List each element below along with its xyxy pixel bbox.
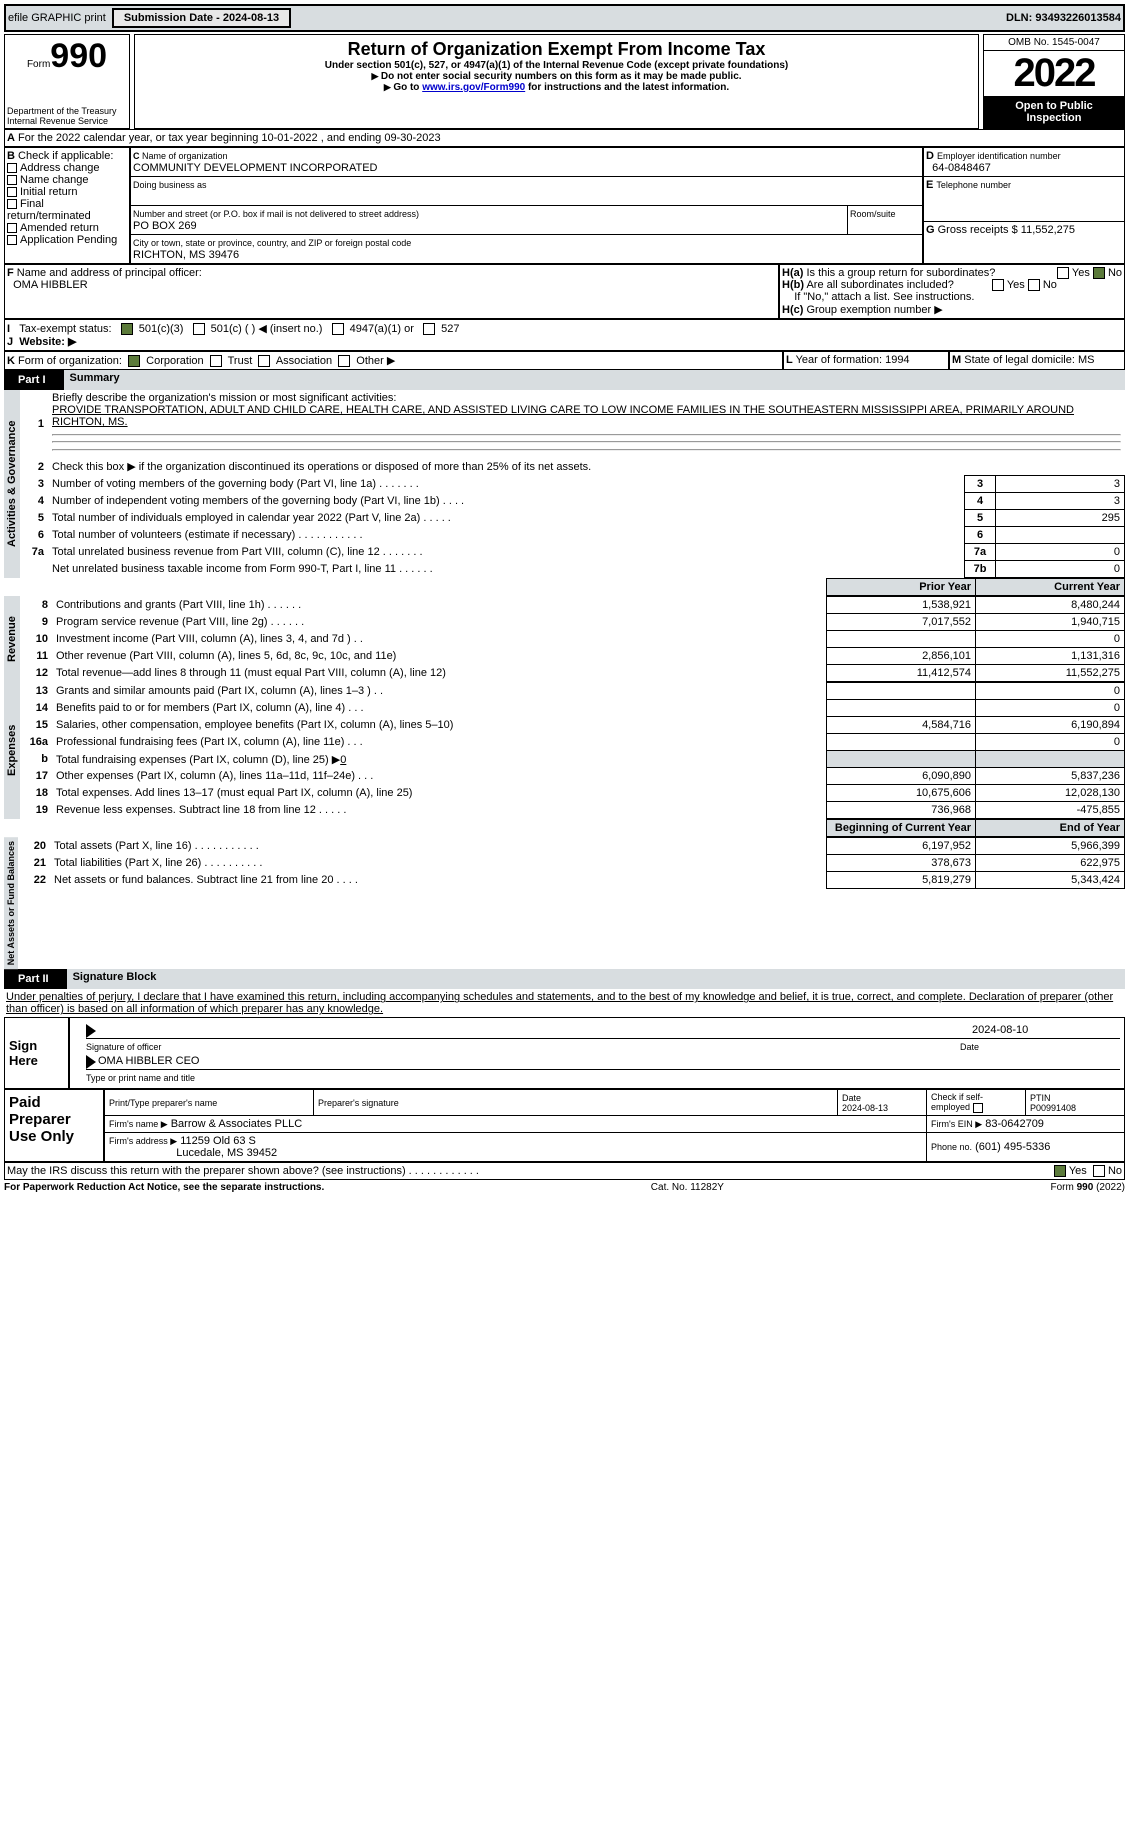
- ptin: P00991408: [1030, 1103, 1076, 1113]
- form-header: Form990 Department of the Treasury Inter…: [4, 34, 1125, 129]
- firm-phone: (601) 495-5336: [975, 1141, 1050, 1153]
- firm-addr: 11259 Old 63 S: [180, 1135, 256, 1147]
- section-k-l-m: K Form of organization: Corporation Trus…: [4, 351, 1125, 370]
- form-title: Return of Organization Exempt From Incom…: [139, 39, 974, 60]
- ein: 64-0848467: [932, 162, 991, 174]
- print-button[interactable]: Submission Date - 2024-08-13: [112, 8, 291, 28]
- sig-date: 2024-08-10: [972, 1024, 1028, 1036]
- part1-header: Part I Summary: [4, 370, 1125, 390]
- form-ref: Form 990 (2022): [1051, 1182, 1125, 1193]
- year-formation: 1994: [885, 354, 909, 366]
- side-revenue: Revenue: [4, 596, 20, 682]
- section-f-h: F Name and address of principal officer:…: [4, 264, 1125, 319]
- ha-no-check: [1093, 267, 1105, 279]
- top-toolbar: efile GRAPHIC print Submission Date - 20…: [4, 4, 1125, 32]
- part1-revenue: Revenue 8Contributions and grants (Part …: [4, 596, 1125, 682]
- note-ssn: Do not enter social security numbers on …: [139, 71, 974, 82]
- i-501c3-check: [121, 323, 133, 335]
- line-a: A For the 2022 calendar year, or tax yea…: [4, 129, 1125, 147]
- opt-name[interactable]: Name change: [20, 174, 89, 186]
- gross-receipts: 11,552,275: [1021, 224, 1075, 236]
- form-subtitle: Under section 501(c), 527, or 4947(a)(1)…: [139, 60, 974, 71]
- mission: PROVIDE TRANSPORTATION, ADULT AND CHILD …: [52, 404, 1074, 428]
- firm-ein: 83-0642709: [985, 1118, 1044, 1130]
- part1-expenses: Expenses 13Grants and similar amounts pa…: [4, 682, 1125, 819]
- officer-name: OMA HIBBLER: [13, 279, 88, 291]
- note-link: Go to www.irs.gov/Form990 for instructio…: [139, 82, 974, 93]
- org-name: COMMUNITY DEVELOPMENT INCORPORATED: [133, 162, 377, 174]
- opt-initial[interactable]: Initial return: [20, 186, 77, 198]
- side-activities: Activities & Governance: [4, 390, 20, 578]
- irs-label: Internal Revenue Service: [7, 116, 127, 126]
- state-domicile: MS: [1078, 354, 1095, 366]
- sig-name: OMA HIBBLER CEO: [98, 1055, 199, 1067]
- opt-address[interactable]: Address change: [20, 162, 100, 174]
- part1-net: Net Assets or Fund Balances 20Total asse…: [4, 837, 1125, 969]
- part1-prior-current: Prior YearCurrent Year: [4, 578, 1125, 596]
- section-i-j: I Tax-exempt status: 501(c)(3) 501(c) ( …: [4, 319, 1125, 351]
- discuss-line: May the IRS discuss this return with the…: [4, 1162, 1125, 1180]
- prep-date: 2024-08-13: [842, 1103, 888, 1113]
- form-number: 990: [50, 37, 107, 75]
- dln-label: DLN: 93493226013584: [1006, 12, 1121, 24]
- section-b-to-g: B Check if applicable: Address change Na…: [4, 147, 1125, 264]
- part1-net-hdr: Beginning of Current YearEnd of Year: [4, 819, 1125, 837]
- k-corp-check: [128, 355, 140, 367]
- org-address: PO BOX 269: [133, 220, 197, 232]
- paid-preparer: Paid Preparer Use Only Print/Type prepar…: [4, 1089, 1125, 1162]
- firm-name: Barrow & Associates PLLC: [171, 1118, 302, 1130]
- side-expenses: Expenses: [4, 682, 20, 819]
- page-footer: For Paperwork Reduction Act Notice, see …: [4, 1182, 1125, 1193]
- discuss-yes-check: [1054, 1165, 1066, 1177]
- opt-pending[interactable]: Application Pending: [20, 234, 117, 246]
- sign-here: Sign Here Signature of officer 2024-08-1…: [4, 1017, 1125, 1089]
- opt-amended[interactable]: Amended return: [20, 222, 99, 234]
- part2-header: Part II Signature Block: [4, 969, 1125, 989]
- public-inspection: Open to Public Inspection: [984, 96, 1124, 128]
- irs-link[interactable]: www.irs.gov/Form990: [422, 82, 525, 93]
- opt-final[interactable]: Final return/terminated: [7, 198, 91, 222]
- org-city: RICHTON, MS 39476: [133, 249, 239, 261]
- omb-number: OMB No. 1545-0047: [984, 35, 1124, 51]
- tax-year: 2022: [984, 51, 1124, 96]
- efile-label: efile GRAPHIC print: [8, 12, 106, 24]
- form-prefix: Form: [27, 59, 50, 70]
- dept-label: Department of the Treasury: [7, 106, 127, 116]
- part1-activities: Activities & Governance 1Briefly describ…: [4, 390, 1125, 578]
- side-net: Net Assets or Fund Balances: [4, 837, 18, 969]
- declaration: Under penalties of perjury, I declare th…: [4, 989, 1125, 1017]
